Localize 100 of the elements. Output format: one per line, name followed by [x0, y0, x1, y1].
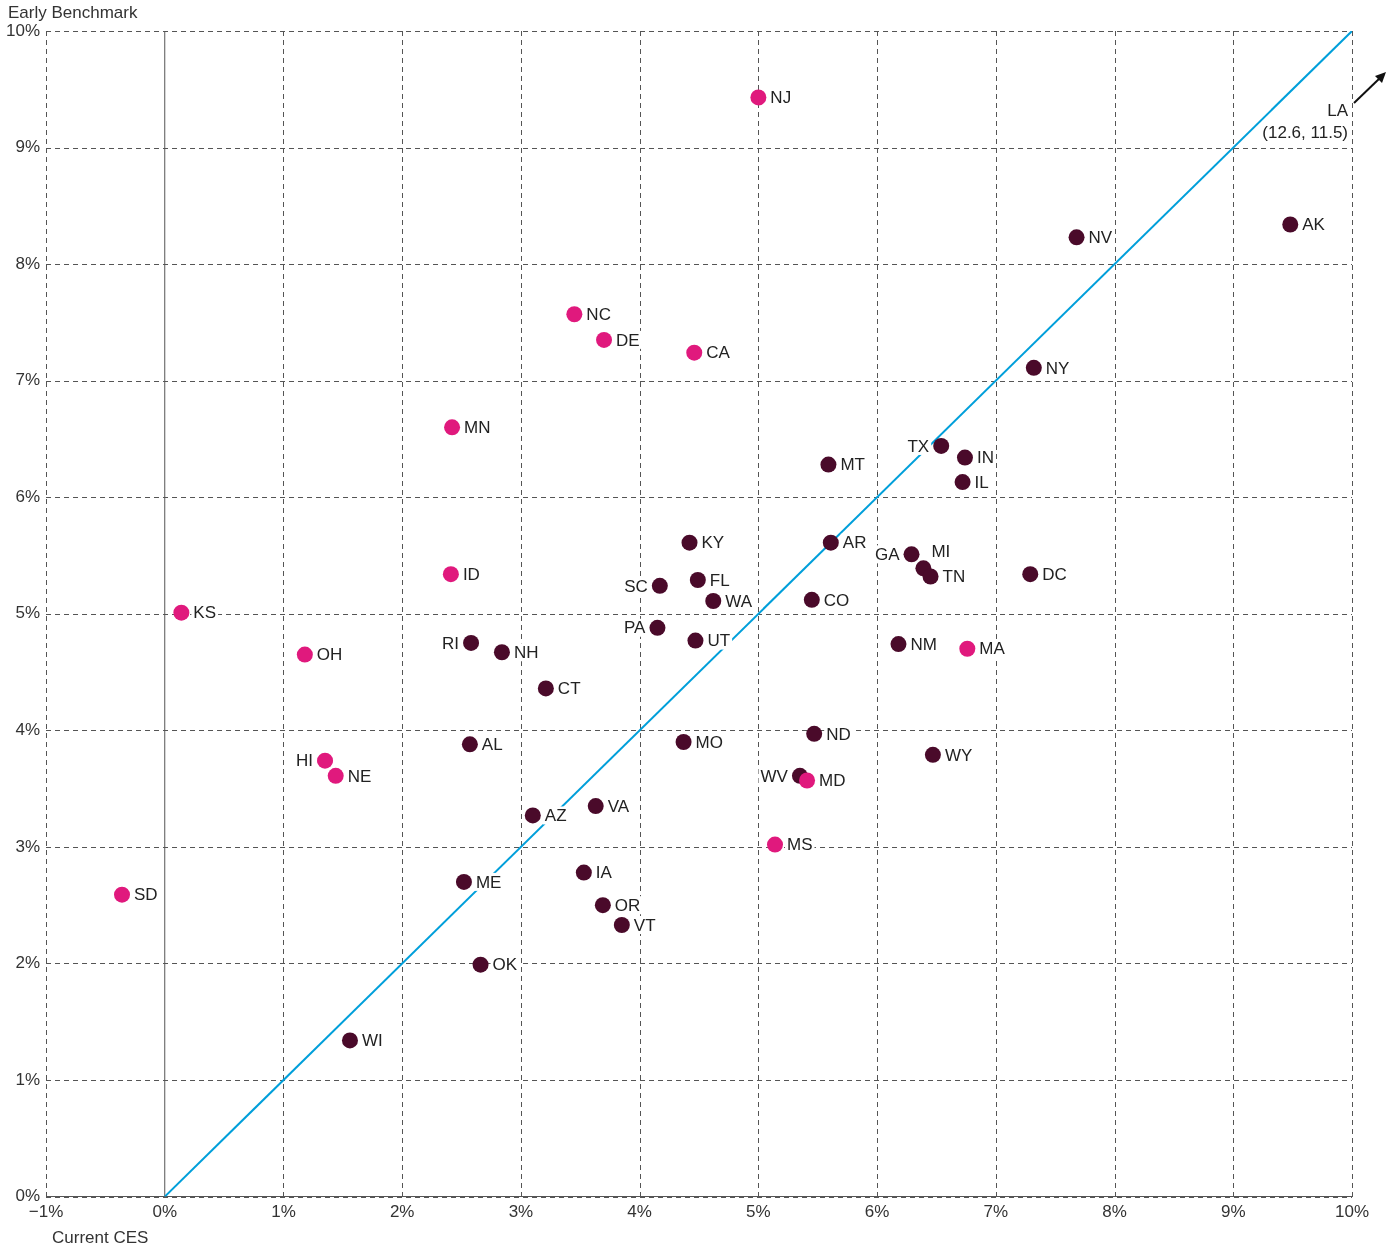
- annotation: MD: [819, 771, 846, 791]
- annotation: ME: [475, 872, 502, 892]
- annotation: MI: [931, 542, 951, 562]
- point: [444, 419, 461, 436]
- point: [317, 752, 334, 769]
- point: [924, 746, 941, 763]
- point: [1022, 566, 1039, 583]
- annotation: ND: [826, 724, 851, 744]
- point: [959, 640, 976, 657]
- x-tick-label: 8%: [1102, 1202, 1127, 1222]
- y-tick-label: 2%: [15, 953, 41, 973]
- y-tick-label: 1%: [15, 1069, 41, 1089]
- annotation: CA: [706, 343, 731, 363]
- point: [461, 736, 478, 753]
- y-tick-label: 5%: [15, 603, 41, 623]
- point: [587, 798, 604, 815]
- annotation: TX: [907, 436, 930, 456]
- point: [803, 591, 820, 608]
- annotation: MN: [464, 417, 491, 437]
- x-tick-label: 0%: [152, 1202, 178, 1222]
- annotation: FL: [709, 570, 730, 590]
- annotation: NJ: [770, 88, 792, 108]
- y-tick-label: 10%: [5, 20, 41, 40]
- annotation: NE: [347, 766, 372, 786]
- annotation: WY: [944, 745, 973, 765]
- x-tick-label: 9%: [1220, 1202, 1246, 1222]
- annotation: NY: [1045, 358, 1070, 378]
- point: [651, 577, 668, 594]
- point: [686, 344, 703, 361]
- point: [524, 807, 541, 824]
- point: [820, 456, 837, 473]
- annotation: IN: [976, 448, 994, 468]
- y-axis-title: Early Benchmark: [8, 3, 138, 23]
- point: [767, 836, 783, 853]
- annotation: (12.6, 11.5): [1262, 122, 1348, 142]
- point: [613, 917, 630, 934]
- point: [922, 568, 939, 585]
- point: [575, 864, 592, 881]
- annotation: SC: [624, 576, 648, 596]
- point: [933, 437, 950, 454]
- annotation: AK: [1302, 215, 1326, 235]
- point: [442, 566, 459, 583]
- point: [822, 534, 839, 551]
- point: [537, 680, 554, 697]
- annotation: VT: [633, 915, 656, 935]
- annotation: WV: [760, 766, 789, 786]
- annotation: KS: [193, 603, 217, 623]
- annotation: OR: [614, 895, 641, 915]
- annotation: MS: [787, 835, 813, 855]
- annotation: AL: [481, 735, 503, 755]
- annotation: MO: [695, 732, 723, 752]
- point: [341, 1032, 358, 1049]
- point: [675, 734, 692, 751]
- annotation: OK: [492, 955, 518, 975]
- point: [566, 306, 583, 323]
- x-tick-label: 10%: [1334, 1202, 1370, 1222]
- point: [594, 897, 611, 914]
- point: [493, 644, 510, 661]
- point: [173, 604, 190, 621]
- annotation: SD: [134, 885, 158, 905]
- y-tick-label: 9%: [15, 137, 41, 157]
- y-tick-label: 3%: [15, 836, 41, 856]
- x-tick-label: 5%: [746, 1202, 771, 1222]
- x-tick-label: 2%: [389, 1202, 415, 1222]
- annotation: NH: [513, 642, 539, 662]
- annotation: NC: [586, 304, 611, 324]
- y-tick-label: 7%: [15, 370, 41, 390]
- point: [954, 474, 971, 491]
- annotation: WI: [361, 1031, 383, 1051]
- y-tick-label: 6%: [15, 486, 41, 506]
- point: [687, 632, 704, 649]
- annotation: OH: [316, 645, 343, 665]
- annotation: KY: [701, 533, 725, 553]
- annotation: CT: [557, 679, 581, 699]
- annotation: MT: [840, 455, 865, 475]
- y-tick-label: 8%: [15, 253, 41, 273]
- x-tick-label: 4%: [627, 1202, 652, 1222]
- annotation: CO: [823, 590, 850, 610]
- point: [705, 592, 722, 609]
- point: [806, 725, 823, 742]
- point: [1068, 229, 1085, 246]
- annotation: HI: [296, 751, 314, 771]
- annotation: NM: [910, 634, 937, 654]
- annotation: UT: [707, 631, 731, 651]
- point: [463, 634, 480, 651]
- annotation: DC: [1042, 564, 1067, 584]
- x-tick-label: 6%: [864, 1202, 890, 1222]
- point: [472, 956, 489, 973]
- point: [1025, 359, 1042, 376]
- x-axis-title: Current CES: [52, 1228, 149, 1248]
- point: [455, 873, 472, 890]
- annotation: RI: [442, 633, 460, 653]
- annotation: TN: [942, 567, 966, 587]
- x-tick-label: 7%: [983, 1202, 1009, 1222]
- y-tick-label: 4%: [15, 720, 41, 740]
- annotation: IA: [595, 863, 613, 883]
- annotation: AZ: [544, 806, 567, 826]
- point: [750, 89, 767, 106]
- point: [681, 534, 698, 551]
- point: [649, 619, 666, 636]
